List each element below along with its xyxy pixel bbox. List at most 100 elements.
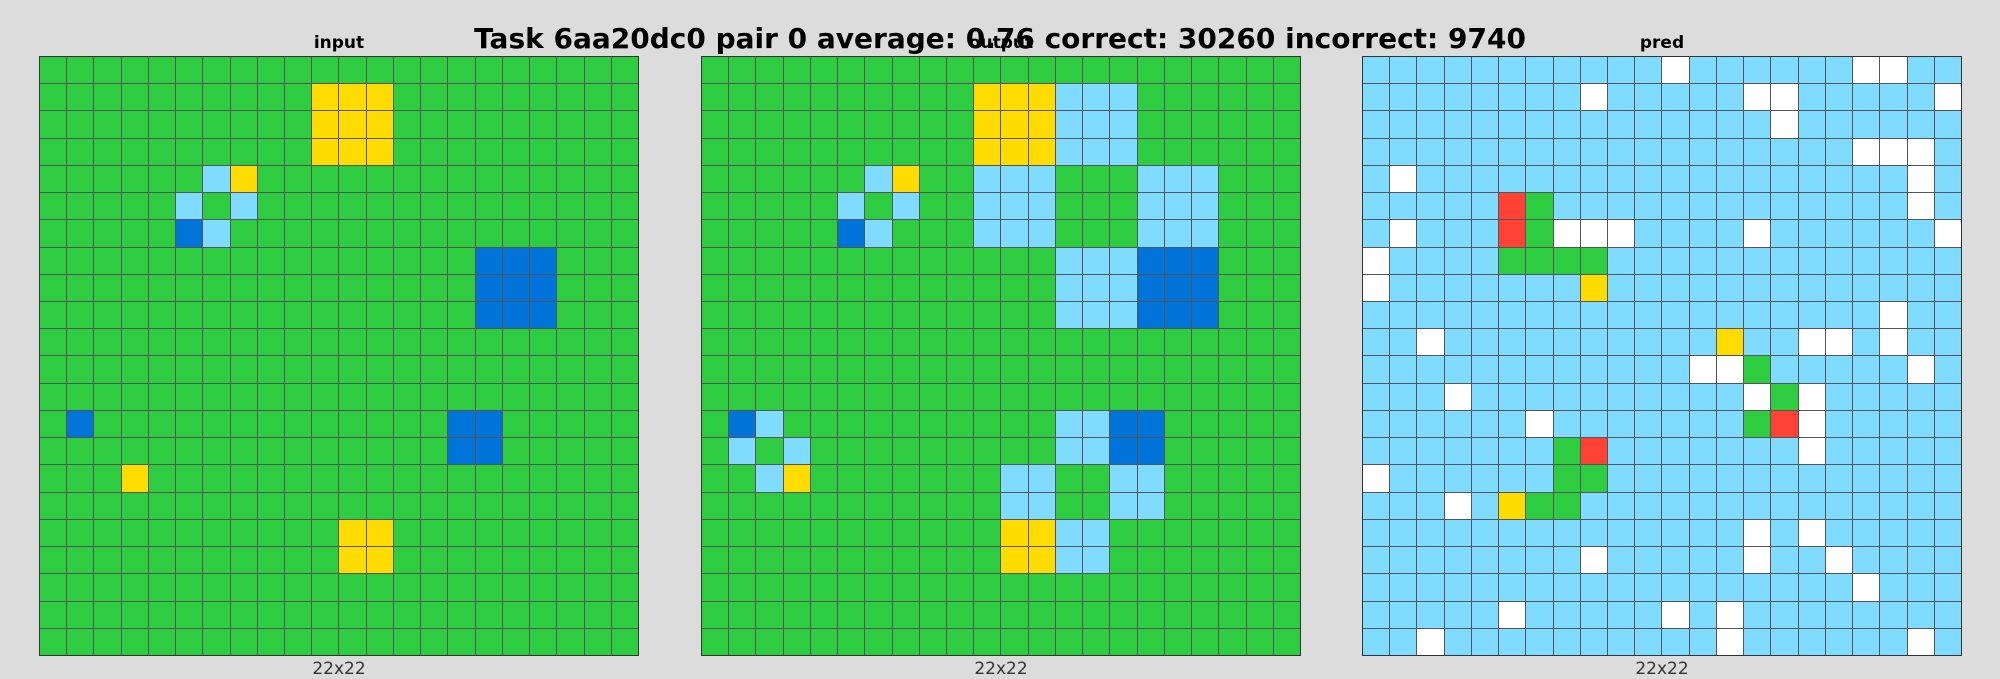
grid-cell <box>1001 84 1028 111</box>
grid-cell <box>1164 84 1192 111</box>
grid-cell <box>1662 111 1689 138</box>
grid-cell <box>312 302 339 329</box>
grid-cell <box>257 383 285 410</box>
grid-cell <box>1608 247 1635 274</box>
grid-cell <box>1662 574 1689 601</box>
grid-cell <box>1028 302 1055 329</box>
grid-cell <box>502 519 530 547</box>
grid-cell <box>584 465 611 492</box>
grid-cell <box>393 547 421 574</box>
grid-cell <box>1164 519 1192 547</box>
grid-cell <box>40 410 67 438</box>
grid-cell <box>1880 111 1907 138</box>
grid-cell <box>1825 574 1853 601</box>
grid-cell <box>421 601 448 628</box>
grid-cell <box>448 547 475 574</box>
grid-cell <box>257 138 285 165</box>
grid-cell <box>892 547 919 574</box>
grid-cell <box>1246 111 1273 138</box>
grid-cell <box>1526 356 1553 383</box>
grid-cell <box>1028 138 1055 165</box>
grid-cell <box>1635 220 1662 247</box>
grid-cell <box>285 547 312 574</box>
grid-cell <box>1001 247 1028 274</box>
grid-cell <box>148 138 176 165</box>
grid-cell <box>1417 84 1444 111</box>
grid-cell <box>1055 84 1083 111</box>
grid-cell <box>1164 302 1192 329</box>
grid-cell <box>366 492 393 519</box>
grid-cell <box>203 628 230 655</box>
panel-input: input 22x22 <box>39 0 639 679</box>
grid-cell <box>838 111 865 138</box>
grid-cell <box>1390 274 1417 302</box>
grid-cell <box>1499 574 1526 601</box>
grid-cell <box>1662 57 1689 84</box>
grid-cell <box>339 574 366 601</box>
grid-cell <box>530 302 557 329</box>
grid-cell <box>1771 383 1798 410</box>
grid-cell <box>121 438 148 465</box>
grid-cell <box>1055 547 1083 574</box>
grid-cell <box>502 274 530 302</box>
grid-cell <box>1798 410 1825 438</box>
grid-cell <box>339 465 366 492</box>
grid-cell <box>1907 302 1934 329</box>
grid-cell <box>421 302 448 329</box>
grid-cell <box>947 601 974 628</box>
grid-cell <box>1689 519 1716 547</box>
grid-cell <box>1825 220 1853 247</box>
grid-cell <box>1635 410 1662 438</box>
grid-cell <box>393 193 421 220</box>
grid-cell <box>1934 111 1961 138</box>
grid-cell <box>810 356 838 383</box>
grid-cell <box>1853 220 1880 247</box>
grid-cell <box>1853 84 1880 111</box>
grid-cell <box>312 111 339 138</box>
grid-cell <box>530 220 557 247</box>
grid-cell <box>502 193 530 220</box>
grid-cell <box>1055 220 1083 247</box>
grid-cell <box>1363 165 1390 193</box>
grid-cell <box>1934 138 1961 165</box>
size-label-output: 22x22 <box>974 659 1028 679</box>
grid-cell <box>1934 547 1961 574</box>
grid-cell <box>1635 111 1662 138</box>
grid-cell <box>94 193 121 220</box>
grid-cell <box>1444 438 1471 465</box>
grid-cell <box>393 329 421 356</box>
grid-cell <box>1192 519 1219 547</box>
grid-cell <box>1471 193 1499 220</box>
grid-cell <box>838 84 865 111</box>
grid-cell <box>1137 356 1164 383</box>
grid-cell <box>1417 438 1444 465</box>
grid-cell <box>1192 57 1219 84</box>
grid-cell <box>203 84 230 111</box>
grid-cell <box>756 302 783 329</box>
grid-cell <box>1499 438 1526 465</box>
grid-cell <box>67 247 94 274</box>
grid-cell <box>1273 492 1300 519</box>
grid-cell <box>257 410 285 438</box>
grid-cell <box>1580 193 1608 220</box>
grid-cell <box>1771 356 1798 383</box>
grid-cell <box>1471 329 1499 356</box>
grid-cell <box>1028 220 1055 247</box>
grid-cell <box>1635 492 1662 519</box>
grid-cell <box>1934 220 1961 247</box>
grid-cell <box>1192 383 1219 410</box>
grid-cell <box>475 356 502 383</box>
grid-cell <box>230 574 257 601</box>
grid-cell <box>530 492 557 519</box>
grid-cell <box>702 220 729 247</box>
grid-cell <box>1164 274 1192 302</box>
grid-cell <box>1907 574 1934 601</box>
grid-cell <box>1083 302 1110 329</box>
grid-cell <box>1390 165 1417 193</box>
grid-cell <box>838 574 865 601</box>
grid-cell <box>1907 165 1934 193</box>
grid-cell <box>1001 329 1028 356</box>
grid-cell <box>94 329 121 356</box>
grid-cell <box>257 574 285 601</box>
grid-cell <box>1716 574 1744 601</box>
